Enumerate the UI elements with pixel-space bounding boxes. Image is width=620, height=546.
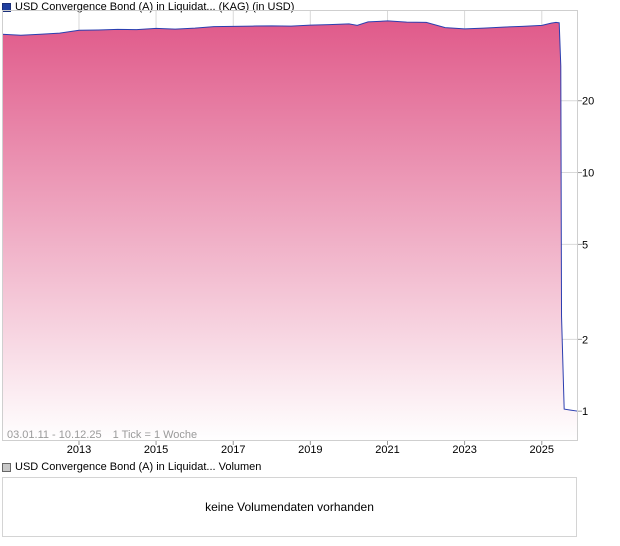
volume-panel: keine Volumendaten vorhanden xyxy=(2,477,577,537)
x-tick-label: 2023 xyxy=(452,444,476,456)
y-tick-label: 2 xyxy=(582,334,588,346)
volume-legend-label: USD Convergence Bond (A) in Liquidat... … xyxy=(15,461,262,473)
volume-legend-swatch xyxy=(2,462,11,472)
x-tick-label: 2019 xyxy=(298,444,322,456)
tick-interval-text: 1 Tick = 1 Woche xyxy=(113,429,197,441)
x-tick-label: 2017 xyxy=(221,444,245,456)
x-tick-label: 2021 xyxy=(375,444,399,456)
x-tick-label: 2013 xyxy=(67,444,91,456)
date-range-text: 03.01.11 - 10.12.25 xyxy=(7,429,102,441)
volume-legend: USD Convergence Bond (A) in Liquidat... … xyxy=(2,460,261,474)
date-range-label: 03.01.11 - 10.12.25 1 Tick = 1 Woche xyxy=(7,429,197,441)
x-tick-label: 2015 xyxy=(144,444,168,456)
x-tick-label: 2025 xyxy=(530,444,554,456)
y-tick-label: 1 xyxy=(582,406,588,418)
axis-ticks: 2013 2015 2017 2019 2021 2023 2025 1 2 5 10 20 xyxy=(67,96,595,456)
price-chart: 2013 2015 2017 2019 2021 2023 2025 1 2 5 10 20 03.0… xyxy=(1,10,595,456)
y-tick-label: 10 xyxy=(582,168,594,180)
price-area xyxy=(2,20,578,441)
y-tick-label: 20 xyxy=(582,96,594,108)
price-line xyxy=(1,20,579,412)
volume-empty-message: keine Volumendaten vorhanden xyxy=(205,500,374,514)
y-tick-label: 5 xyxy=(582,239,588,251)
plot-border xyxy=(2,10,578,441)
